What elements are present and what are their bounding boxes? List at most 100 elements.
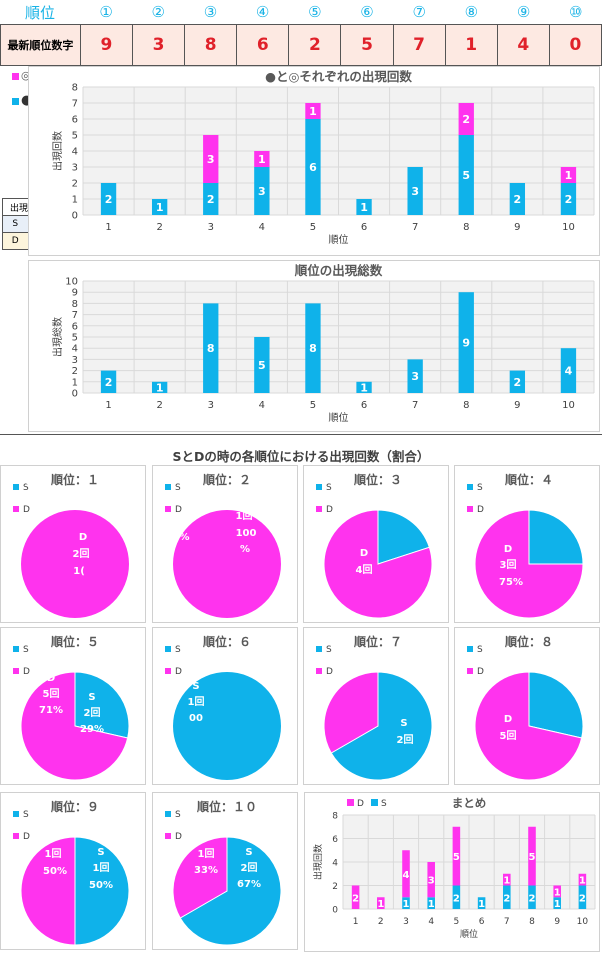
- pie-data-label: D: [79, 532, 87, 543]
- pie-panel: S D 順位：１% D 2回 1(: [0, 465, 146, 623]
- pie-data-label: 1回: [188, 696, 205, 708]
- pie-data-label: D: [49, 833, 57, 844]
- x-tick-label: 3: [208, 400, 214, 411]
- bar: [503, 873, 511, 886]
- pie-slice: [74, 836, 130, 946]
- pie-panel: S D 順位：８ 29% D 5回: [454, 627, 600, 785]
- y-tick-label: 8: [332, 812, 338, 822]
- data-label: 1: [428, 899, 435, 910]
- bar: [560, 348, 577, 393]
- pie-data-label: 5回: [500, 730, 517, 742]
- x-tick-label: 8: [463, 400, 469, 411]
- x-tick-label: 6: [479, 917, 485, 927]
- pie-data-label: 1回: [93, 862, 110, 874]
- position-header-cell: ⑤: [308, 3, 322, 21]
- legend-d-chip: [13, 833, 19, 839]
- y-tick-label: 4: [72, 147, 78, 158]
- pie-data-label: D: [504, 544, 512, 555]
- bar: [356, 381, 372, 393]
- y-tick-label: 6: [72, 115, 78, 126]
- pie-data-label: 0%: [173, 532, 190, 543]
- bar: [477, 897, 486, 909]
- latest-digit-cell: 1: [444, 24, 498, 66]
- legend-s-chip: [371, 799, 378, 806]
- x-tick-label: 7: [504, 917, 510, 927]
- legend-s-chip: [467, 484, 473, 490]
- x-tick-label: 9: [554, 917, 560, 927]
- x-tick-label: 2: [378, 917, 384, 927]
- legend-s-chip: [316, 484, 322, 490]
- legend-s-chip: [165, 811, 171, 817]
- pie-title: 順位：６: [202, 634, 251, 649]
- pie-data-label: 2回: [397, 734, 414, 746]
- y-tick-label: 4: [332, 859, 338, 869]
- legend-d-chip: [316, 668, 322, 674]
- y-tick-label: 0: [72, 389, 78, 400]
- legend-d-label: D: [23, 832, 30, 842]
- bar: [254, 337, 270, 393]
- legend-s-label: S: [477, 483, 483, 493]
- latest-digit-cell: 6: [236, 24, 290, 66]
- data-label: 8: [207, 342, 215, 355]
- position-header-cell: ④: [255, 3, 270, 21]
- pie-data-label: 33%: [194, 865, 218, 876]
- pie-data-label: 4回: [356, 564, 373, 576]
- legend-s-chip: [165, 484, 171, 490]
- legend-d-chip: [467, 506, 473, 512]
- pie-slice: [172, 836, 228, 919]
- legend-s-label: S: [175, 483, 181, 493]
- bar: [528, 885, 536, 909]
- summary-stacked-bar: 024682112143134255162172581192110まとめ順位出現…: [312, 796, 596, 940]
- pie-data-label: 5回: [43, 688, 60, 700]
- pie-data-label: 20%: [384, 494, 408, 505]
- pie-panel: S D 順位：２ S 0回 0% D 1回 100%: [152, 465, 298, 623]
- x-tick-label: 3: [208, 222, 214, 233]
- bar: [356, 199, 372, 215]
- data-label: 2: [352, 893, 359, 904]
- data-label: 1: [156, 381, 164, 394]
- y-tick-label: 9: [72, 288, 78, 299]
- legend-s-label: S: [326, 483, 332, 493]
- pie-data-label: 29%: [80, 724, 104, 735]
- legend-d-label: D: [23, 667, 30, 677]
- pie-data-label: S: [192, 681, 199, 692]
- legend-s-label: S: [326, 645, 332, 655]
- chart-title: ●と◎それぞれの出現回数: [265, 69, 412, 84]
- y-tick-label: 3: [72, 163, 78, 174]
- pie-data-label: 1回: [236, 510, 253, 522]
- data-label: 2: [579, 893, 586, 904]
- x-axis-label: 順位: [329, 411, 349, 424]
- x-tick-label: 8: [529, 917, 535, 927]
- legend-d-chip: [165, 668, 171, 674]
- bar: [203, 183, 219, 215]
- pie-data-label: 2回: [73, 548, 90, 560]
- x-tick-label: 5: [310, 222, 316, 233]
- bar: [402, 850, 410, 898]
- bar: [503, 885, 511, 909]
- latest-digit-cell: 5: [340, 24, 394, 66]
- x-tick-label: 2: [156, 222, 162, 233]
- bar: [458, 292, 474, 393]
- pie-data-label: D: [504, 714, 512, 725]
- pie-data-label: D: [242, 494, 250, 505]
- pie-title: 順位：９: [50, 799, 99, 814]
- legend-d-chip: [316, 506, 322, 512]
- data-label: 5: [529, 852, 536, 863]
- pie-slice: [474, 671, 583, 781]
- data-label: 3: [411, 185, 419, 198]
- data-label: 1: [360, 381, 368, 394]
- bar: [203, 303, 219, 393]
- pie-data-label: 1(: [73, 566, 85, 577]
- y-tick-label: 7: [72, 99, 78, 110]
- bar: [377, 897, 385, 909]
- pie-title: 順位：７: [353, 634, 402, 649]
- pie-data-label: D: [47, 673, 55, 684]
- pie-slice: [173, 510, 281, 618]
- legend-d-label: D: [175, 505, 182, 515]
- legend-s-label: S: [175, 810, 181, 820]
- legend-s-chip: [13, 811, 19, 817]
- pie-panel: S D 順位：７ 33% S 2回: [303, 627, 449, 785]
- pie-data-label: D: [202, 833, 210, 844]
- legend-s-label: S: [23, 483, 29, 493]
- bar: [553, 897, 561, 909]
